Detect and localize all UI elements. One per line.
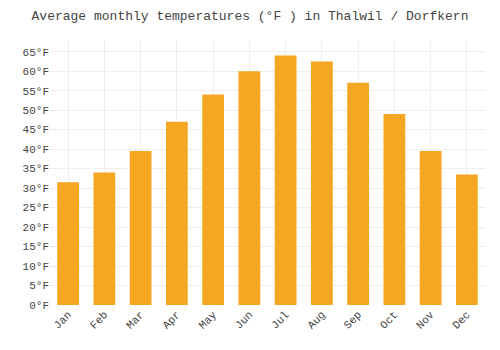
svg-text:May: May	[197, 309, 220, 332]
svg-text:20°F: 20°F	[23, 222, 49, 234]
svg-text:55°F: 55°F	[23, 86, 49, 98]
svg-text:Jun: Jun	[233, 309, 255, 331]
svg-text:Oct: Oct	[378, 309, 400, 331]
svg-text:Jan: Jan	[52, 309, 74, 331]
svg-text:0°F: 0°F	[29, 300, 49, 312]
svg-text:25°F: 25°F	[23, 202, 49, 214]
svg-text:15°F: 15°F	[23, 241, 49, 253]
svg-text:60°F: 60°F	[23, 66, 49, 78]
svg-text:Nov: Nov	[414, 309, 437, 332]
svg-text:Mar: Mar	[124, 309, 146, 331]
svg-text:50°F: 50°F	[23, 105, 49, 117]
svg-text:5°F: 5°F	[29, 280, 49, 292]
svg-text:45°F: 45°F	[23, 124, 49, 136]
svg-text:35°F: 35°F	[23, 163, 49, 175]
svg-text:Apr: Apr	[160, 309, 182, 331]
svg-text:Dec: Dec	[450, 309, 472, 331]
svg-text:10°F: 10°F	[23, 261, 49, 273]
svg-text:Average monthly temperatures (: Average monthly temperatures (°F ) in Th…	[32, 9, 469, 24]
svg-text:65°F: 65°F	[23, 47, 49, 59]
svg-text:Feb: Feb	[88, 309, 110, 331]
svg-text:Aug: Aug	[305, 309, 327, 331]
svg-text:40°F: 40°F	[23, 144, 49, 156]
svg-text:Jul: Jul	[269, 309, 291, 331]
svg-text:30°F: 30°F	[23, 183, 49, 195]
svg-text:Sep: Sep	[342, 309, 364, 331]
